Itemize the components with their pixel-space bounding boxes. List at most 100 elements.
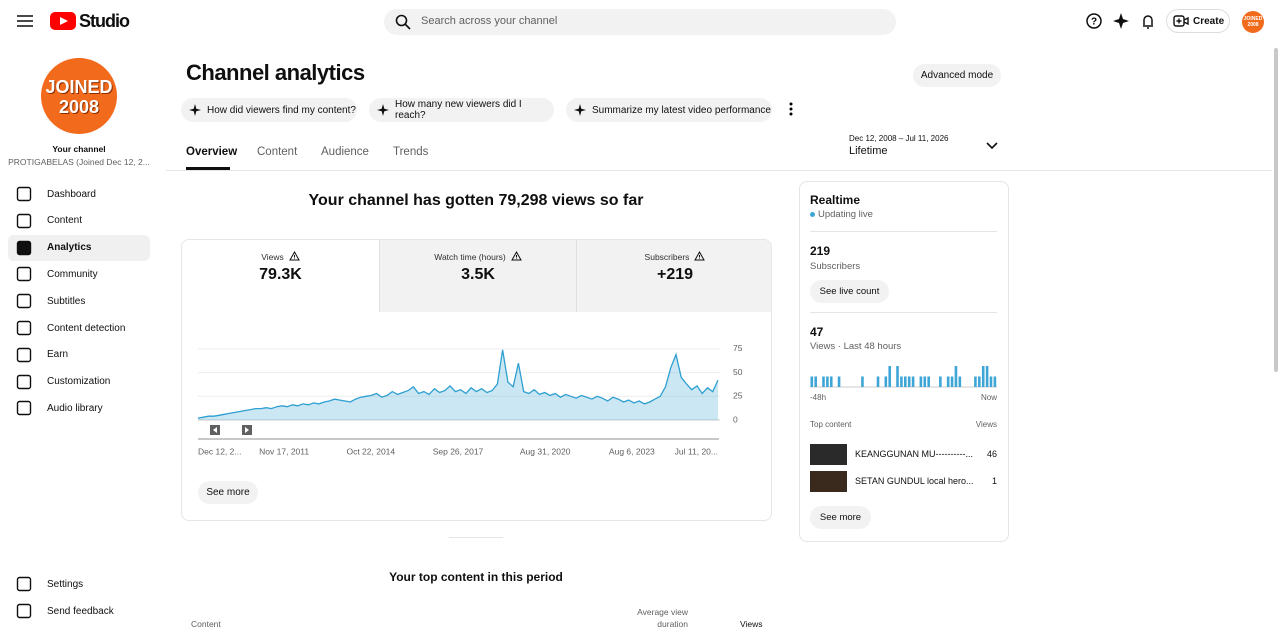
metric-tab[interactable]: Subscribers +219: [576, 240, 771, 312]
nav-icon-shape: [16, 374, 32, 389]
nav-icon-shape: [16, 603, 32, 619]
nav-icon-shape: [16, 186, 32, 202]
x-label: -48h: [810, 393, 826, 402]
nav-item[interactable]: Community: [8, 261, 150, 287]
live-count-button[interactable]: See live count: [810, 280, 889, 303]
search-box[interactable]: [384, 9, 896, 35]
chart-card: Views 79.3K Watch time (hours) 3.5K Subscrib…: [181, 239, 772, 521]
menu-icon[interactable]: [16, 13, 34, 29]
see-more-button[interactable]: See more: [810, 506, 871, 529]
metric-tab[interactable]: Watch time (hours) 3.5K: [379, 240, 576, 312]
divider: [810, 231, 997, 232]
warning-icon: [694, 250, 706, 261]
metric-label: Views: [182, 250, 379, 262]
page-title: Channel analytics: [186, 60, 365, 85]
table-header: Average view duration: [637, 607, 688, 629]
views-header: Views: [975, 420, 997, 429]
see-more-button[interactable]: See more: [198, 481, 258, 504]
bar: [919, 376, 923, 387]
metric-label-text: Views: [261, 252, 284, 262]
warning-shape: [694, 250, 706, 261]
bar: [900, 376, 903, 387]
bar: [950, 376, 954, 387]
nav-icon-shape: [16, 576, 32, 592]
nav-label: Settings: [47, 578, 84, 590]
metric-label: Subscribers: [577, 250, 771, 262]
more-icon[interactable]: [788, 101, 794, 117]
warning-icon: [510, 250, 522, 261]
logo-text[interactable]: Studio: [79, 11, 130, 31]
views-line: [197, 349, 719, 419]
nav-label: Content: [47, 215, 83, 227]
views-area: [198, 349, 718, 420]
header-icons[interactable]: ?: [1085, 12, 1157, 30]
create-label[interactable]: Create: [1193, 16, 1225, 27]
bar: [826, 376, 829, 387]
bar: [939, 376, 942, 387]
bar: [993, 376, 997, 387]
prompt-chip[interactable]: How many new viewers did I reach?: [369, 98, 554, 122]
nav-item[interactable]: Analytics: [8, 234, 150, 261]
thumbnail[interactable]: [810, 471, 847, 492]
nav-item[interactable]: Subtitles: [8, 288, 150, 314]
bar: [861, 376, 864, 387]
nav-icon-shape: [16, 347, 32, 362]
nav-label: Analytics: [47, 242, 92, 254]
nav-item[interactable]: Content: [8, 208, 150, 234]
warning-shape: [288, 250, 300, 261]
scrollbar[interactable]: [1274, 48, 1278, 372]
bar: [981, 366, 985, 387]
prompt-chip[interactable]: How did viewers find my content?: [181, 98, 357, 122]
bar: [974, 376, 977, 387]
bar: [829, 376, 833, 387]
period[interactable]: Lifetime: [849, 145, 888, 157]
nav-label: Content detection: [47, 322, 126, 334]
advanced-mode-button[interactable]: Advanced mode: [913, 64, 1001, 87]
nav-item[interactable]: Dashboard: [8, 181, 150, 207]
tab[interactable]: Overview: [186, 146, 238, 158]
y-tick-label: 0: [733, 414, 738, 424]
prompt-chip[interactable]: Summarize my latest video performance: [566, 98, 772, 122]
metric-tab[interactable]: Views 79.3K: [182, 240, 379, 312]
avatar-line: JOINED: [45, 77, 113, 97]
nav-item[interactable]: Earn: [8, 342, 150, 368]
y-tick-label: 75: [733, 343, 743, 353]
tab[interactable]: Audience: [321, 146, 369, 158]
date-range[interactable]: Dec 12, 2008 – Jul 11, 2026: [849, 134, 949, 143]
svg-text:?: ?: [1091, 17, 1097, 28]
thumbnail[interactable]: [810, 444, 847, 465]
search-icon: [395, 14, 411, 30]
views-label: Views · Last 48 hours: [810, 341, 902, 352]
divider: [166, 170, 1272, 171]
x-tick-label: Aug 6, 2023: [609, 446, 655, 456]
nav-icon: [16, 186, 32, 202]
x-tick-label: Sep 26, 2017: [433, 446, 484, 456]
y-tick-label: 25: [733, 391, 743, 401]
nav-item[interactable]: Audio library: [8, 395, 150, 421]
nav-item[interactable]: Settings: [8, 571, 150, 597]
nav-icon-shape: [16, 401, 32, 416]
nav-item[interactable]: Send feedback: [8, 598, 150, 624]
nav-item[interactable]: Content detection: [8, 315, 150, 341]
bar: [896, 366, 899, 387]
tab[interactable]: Content: [257, 146, 298, 158]
tab[interactable]: Trends: [393, 146, 429, 158]
nav-icon-shape: [16, 213, 32, 228]
header-avatar[interactable]: JOINED 2008: [1242, 11, 1264, 33]
metric-value: +219: [656, 266, 694, 283]
sparkle: [574, 104, 586, 116]
create-button[interactable]: [1166, 9, 1230, 33]
nav-icon: [16, 267, 32, 282]
bar: [814, 376, 817, 387]
nav-icon-shape: [16, 267, 32, 282]
channel-avatar[interactable]: [41, 58, 117, 134]
nav-item[interactable]: Customization: [8, 369, 150, 395]
sparkle-icon: [574, 104, 586, 116]
nav-label: Audio library: [47, 402, 103, 414]
search-placeholder[interactable]: Search across your channel: [421, 15, 558, 27]
metric-label: Watch time (hours): [380, 250, 576, 262]
dropdown-icon[interactable]: [986, 142, 998, 150]
logo-icon[interactable]: [50, 12, 76, 30]
nav-icon: [16, 293, 32, 309]
